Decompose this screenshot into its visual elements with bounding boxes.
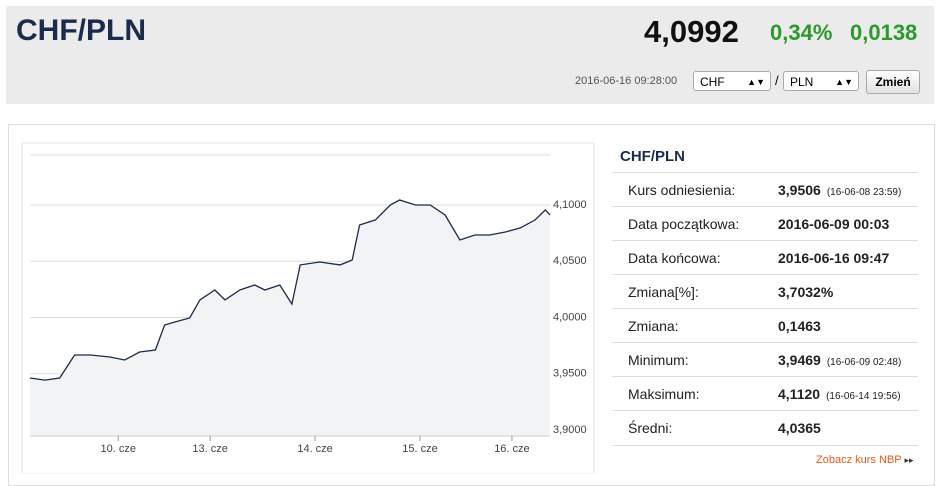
to-value: PLN	[790, 75, 814, 89]
area	[30, 200, 550, 436]
table-row: Kurs odniesienia: 3,9506 (16-06-08 23:59)	[612, 172, 918, 207]
nbp-link[interactable]: Zobacz kurs NBP ▸▸	[816, 454, 914, 466]
line	[29, 199, 551, 381]
row-note: (16-06-09 02:48)	[826, 357, 902, 368]
timestamp: 2016-06-16 09:28:00	[575, 75, 678, 87]
row-label: Data końcowa:	[628, 250, 721, 266]
nbp-link-text: Zobacz kurs NBP	[816, 454, 902, 466]
row-value-text: 2016-06-16 09:47	[778, 250, 890, 266]
from-select[interactable]: CHF ▲▼	[693, 71, 771, 91]
table-row: Średni: 4,0365	[612, 410, 918, 446]
y-tick-label: 3,9000	[553, 424, 587, 436]
x-tick-label: 14. cze	[297, 443, 332, 455]
y-tick-label: 4,0500	[553, 255, 587, 267]
row-value: 4,0365	[778, 420, 821, 436]
x-tick-label: 13. cze	[192, 443, 227, 455]
row-value-text: 3,7032%	[778, 284, 834, 300]
change: 0,0138	[850, 20, 918, 45]
row-label: Zmiana[%]:	[628, 284, 699, 300]
pair-title: CHF/PLN	[16, 14, 146, 47]
table-row: Data początkowa: 2016-06-09 00:03	[612, 206, 918, 241]
row-value: 0,1463	[778, 318, 821, 334]
y-tick-label: 3,9500	[553, 368, 587, 380]
y-tick-label: 4,1000	[553, 199, 587, 211]
table-row: Zmiana: 0,1463	[612, 308, 918, 343]
row-label: Maksimum:	[628, 386, 700, 402]
row-label: Data początkowa:	[628, 216, 740, 232]
y-tick-label: 4,0000	[553, 311, 587, 323]
header: CHF/PLN 4,0992 0,34% 0,0138 2016-06-16 0…	[6, 6, 934, 104]
row-note: (16-06-08 23:59)	[826, 187, 902, 198]
row-label: Minimum:	[628, 352, 689, 368]
row-value-text: 2016-06-09 00:03	[778, 216, 890, 232]
rate: 4,0992	[644, 14, 739, 49]
chart: 3,9000 3,9500 4,0000 4,0500 4,1000 10. cze 13.…	[21, 142, 595, 474]
row-value: 3,7032%	[778, 284, 833, 300]
row-label: Zmiana:	[628, 318, 679, 334]
row-value: 3,9506 (16-06-08 23:59)	[778, 182, 901, 198]
table-row: Minimum: 3,9469 (16-06-09 02:48)	[612, 342, 918, 377]
table-title: CHF/PLN	[620, 148, 685, 165]
change-pct: 0,34%	[770, 20, 833, 45]
from-value: CHF	[700, 75, 725, 89]
separator: /	[775, 73, 779, 88]
table-row: Maksimum: 4,1120 (16-06-14 19:56)	[612, 376, 918, 411]
table-row: Data końcowa: 2016-06-16 09:47	[612, 240, 918, 275]
row-value: 2016-06-16 09:47	[778, 250, 889, 266]
row-note: (16-06-14 19:56)	[826, 391, 901, 402]
table-row: Zmiana[%]: 3,7032%	[612, 274, 918, 309]
page: CHF/PLN 4,0992 0,34% 0,0138 2016-06-16 0…	[6, 6, 935, 486]
row-value: 4,1120 (16-06-14 19:56)	[778, 386, 901, 402]
x-tick-label: 16. cze	[494, 443, 529, 455]
x-tick-label: 15. cze	[402, 443, 437, 455]
row-value: 2016-06-09 00:03	[778, 216, 889, 232]
row-value-text: 4,1120	[778, 386, 821, 402]
row-value: 3,9469 (16-06-09 02:48)	[778, 352, 901, 368]
row-value-text: 3,9469	[778, 352, 821, 368]
change-button[interactable]: Zmień	[866, 70, 920, 94]
row-label: Średni:	[628, 420, 673, 436]
row-label: Kurs odniesienia:	[628, 182, 736, 198]
row-value-text: 4,0365	[778, 420, 821, 436]
row-value-text: 0,1463	[778, 318, 821, 334]
row-value-text: 3,9506	[778, 182, 821, 198]
to-select[interactable]: PLN ▲▼	[783, 71, 859, 91]
x-tick-label: 10. cze	[100, 443, 135, 455]
